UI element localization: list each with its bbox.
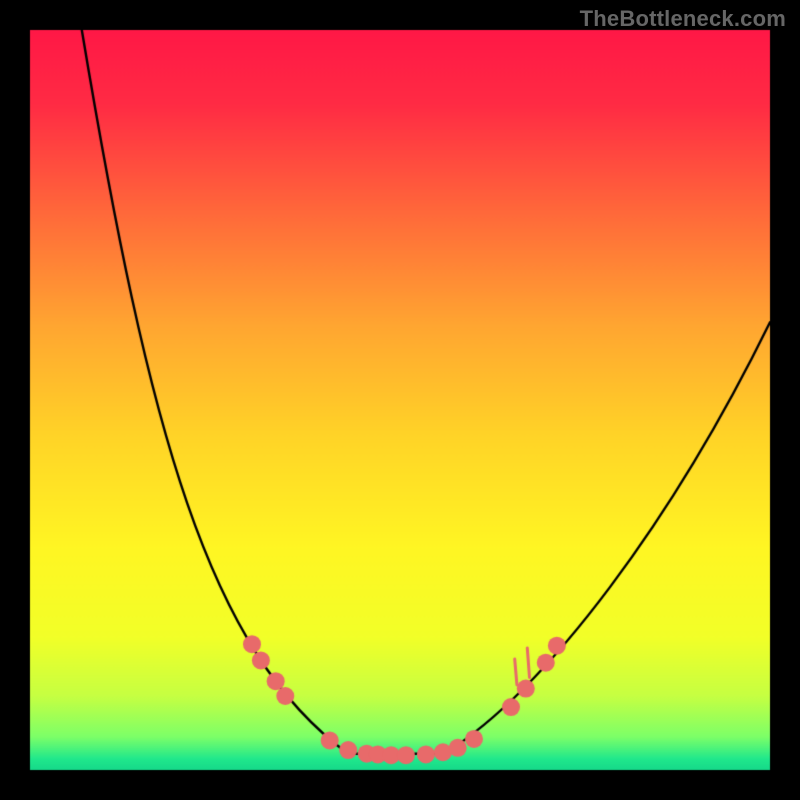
chart-stage: TheBottleneck.com — [0, 0, 800, 800]
watermark-text: TheBottleneck.com — [580, 6, 786, 32]
bottleneck-curve-chart — [0, 0, 800, 800]
